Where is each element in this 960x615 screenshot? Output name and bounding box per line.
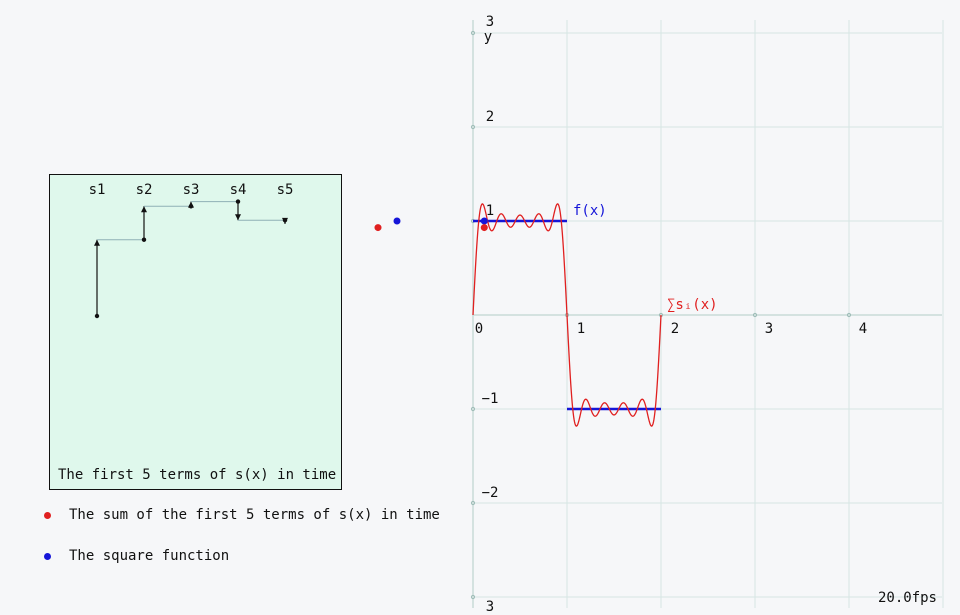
y-tick-marker: [470, 406, 476, 412]
x-tick-label: 1: [577, 321, 585, 337]
x-tick-marker: [846, 312, 852, 318]
square-marker-point: [480, 217, 488, 225]
terms-plot: s1 s2 s3 s4 s5: [89, 182, 294, 319]
term-origin-dot: [282, 218, 288, 223]
blue-dot-icon: [44, 552, 51, 560]
y-tick-label: 2: [486, 109, 494, 125]
term-origin-dot: [141, 237, 147, 242]
y-axis-label: y: [484, 29, 492, 45]
legend-square: The square function: [44, 548, 229, 564]
y-tick-marker: [470, 124, 476, 130]
terms-panel: s1 s2 s3 s4 s5 The first 5 terms of s(x) in …: [49, 174, 342, 490]
term-arrowhead: [94, 239, 100, 246]
y-tick-marker: [470, 30, 476, 36]
legend-square-label: The square function: [69, 548, 230, 564]
term-origin-dot: [235, 199, 241, 204]
legend-sum: The sum of the first 5 terms of s(x) in …: [44, 507, 440, 523]
y-tick-marker: [470, 500, 476, 506]
term-arrowhead: [141, 206, 147, 213]
square-bridge-point: [393, 217, 401, 225]
y-tick-label: −2: [482, 485, 499, 501]
y-tick-label: 1: [486, 203, 494, 219]
term-label: s1: [89, 182, 106, 198]
sum-marker-point: [480, 224, 488, 232]
y-tick-label: −1: [482, 391, 499, 407]
sum-bridge-point: [374, 224, 382, 232]
series-label-sum: ∑sᵢ(x): [667, 297, 718, 313]
x-tick-label: 2: [671, 321, 679, 337]
y-tick-label: 3: [486, 599, 494, 615]
x-tick-label: 3: [765, 321, 773, 337]
term-label: s2: [136, 182, 153, 198]
y-tick-label: 3: [486, 14, 494, 30]
term-arrowhead: [235, 214, 241, 221]
red-dot-icon: [44, 511, 51, 519]
term-origin-dot: [188, 204, 194, 209]
panel-caption: The first 5 terms of s(x) in time: [58, 467, 337, 483]
term-origin-dot: [94, 313, 100, 319]
fourier-sum-curve: [472, 203, 662, 427]
legend-sum-label: The sum of the first 5 terms of s(x) in …: [69, 507, 440, 523]
term-label: s4: [230, 182, 247, 198]
x-tick-marker: [752, 312, 758, 318]
series-label-square: f(x): [573, 203, 607, 219]
term-label: s5: [277, 182, 294, 198]
y-tick-marker: [470, 594, 476, 600]
fps-counter: 20.0fps: [877, 590, 937, 606]
term-label: s3: [183, 182, 200, 198]
x-tick-label: 0: [475, 321, 483, 337]
x-tick-label: 4: [859, 321, 867, 337]
